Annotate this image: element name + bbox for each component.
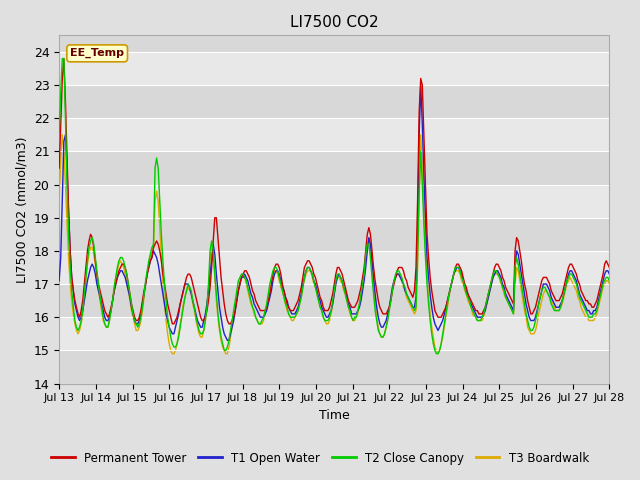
Y-axis label: LI7500 CO2 (mmol/m3): LI7500 CO2 (mmol/m3) — [15, 136, 28, 283]
Legend: Permanent Tower, T1 Open Water, T2 Close Canopy, T3 Boardwalk: Permanent Tower, T1 Open Water, T2 Close… — [46, 447, 594, 469]
Bar — [59, 284, 609, 317]
Bar — [59, 118, 609, 151]
Bar — [59, 251, 609, 284]
Bar — [59, 317, 609, 350]
Bar — [59, 151, 609, 184]
Bar — [59, 85, 609, 118]
Title: LI7500 CO2: LI7500 CO2 — [290, 15, 379, 30]
Text: EE_Temp: EE_Temp — [70, 48, 124, 59]
Bar — [59, 218, 609, 251]
Bar — [59, 350, 609, 384]
X-axis label: Time: Time — [319, 409, 349, 422]
Bar — [59, 184, 609, 218]
Bar — [59, 52, 609, 85]
